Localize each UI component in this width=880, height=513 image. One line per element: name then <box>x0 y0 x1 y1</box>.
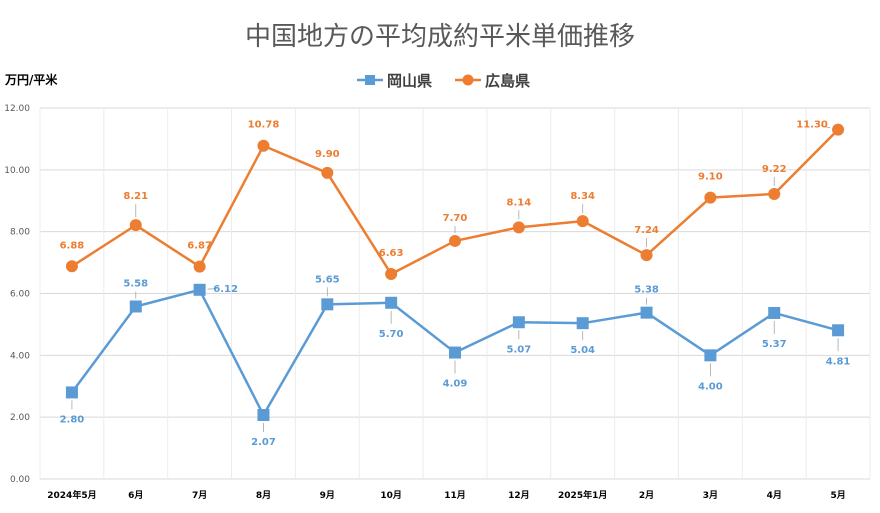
data-label: 9.10 <box>698 172 723 183</box>
data-label: 4.00 <box>698 381 723 392</box>
y-axis-ticks: 0.00 2.00 4.00 6.00 8.00 10.00 12.00 <box>4 104 30 485</box>
x-tick-label: 11月 <box>444 490 466 501</box>
data-point-circle <box>576 215 589 228</box>
y-tick-label: 2.00 <box>10 413 30 423</box>
data-label-leader <box>820 125 831 129</box>
y-tick-label: 12.00 <box>4 104 30 114</box>
data-point-square <box>704 349 717 362</box>
x-tick-label: 3月 <box>703 490 718 501</box>
data-label: 4.81 <box>826 356 851 367</box>
series-group: 2.80 5.58 6.12 2.07 5.65 5.70 4.09 5.07 5.04 5.38… <box>60 120 851 448</box>
data-point-square <box>576 317 589 330</box>
data-label: 5.38 <box>634 285 659 296</box>
data-point-circle <box>640 249 653 262</box>
data-point-square <box>768 306 781 319</box>
data-point-square <box>65 386 78 399</box>
data-point-square <box>321 298 334 311</box>
data-label: 5.70 <box>379 329 404 340</box>
data-label: 2.80 <box>60 414 85 425</box>
data-label: 5.04 <box>570 345 595 356</box>
data-point-square <box>129 300 142 313</box>
gridlines <box>39 107 871 480</box>
y-tick-label: 8.00 <box>10 228 30 238</box>
data-point-circle <box>512 221 525 234</box>
data-point-circle <box>129 219 142 232</box>
data-label: 11.30 <box>796 120 828 131</box>
data-label: 7.70 <box>443 213 468 224</box>
y-tick-label: 10.00 <box>4 166 30 176</box>
legend-label: 広島県 <box>485 72 530 90</box>
data-label: 8.21 <box>123 191 148 202</box>
data-point-circle <box>385 268 398 281</box>
data-label: 8.34 <box>570 191 595 202</box>
data-point-square <box>385 296 398 309</box>
x-tick-label: 2025年1月 <box>558 489 607 501</box>
x-axis-ticks: 2024年5月 6月 7月 8月 9月 10月 11月 12月 2025年1月 2月 3月 4月 5月 <box>47 489 845 501</box>
data-label: 7.24 <box>634 225 659 236</box>
data-point-square <box>193 283 206 296</box>
data-point-square <box>832 324 845 337</box>
data-label: 6.88 <box>60 240 85 251</box>
data-point-circle <box>449 234 461 247</box>
data-point-square <box>449 346 461 359</box>
data-label: 5.07 <box>507 344 532 355</box>
data-label: 5.37 <box>762 339 787 350</box>
y-tick-label: 0.00 <box>10 475 30 485</box>
data-label: 2.07 <box>251 437 276 448</box>
data-label: 6.87 <box>187 241 212 252</box>
x-tick-label: 7月 <box>192 490 207 501</box>
x-tick-label: 4月 <box>767 490 782 501</box>
y-tick-label: 6.00 <box>10 290 30 300</box>
data-point-square <box>257 409 270 422</box>
y-axis-unit-label: 万円/平米 <box>4 72 58 87</box>
data-point-circle <box>704 191 717 204</box>
data-label: 4.09 <box>443 379 468 390</box>
y-tick-label: 4.00 <box>10 351 30 361</box>
chart-title: 中国地方の平均成約平米単価推移 <box>245 22 635 52</box>
x-tick-label: 8月 <box>256 490 271 501</box>
data-label: 9.90 <box>315 149 340 160</box>
legend: 岡山県 広島県 <box>357 72 530 90</box>
data-point-circle <box>193 260 206 273</box>
data-point-circle <box>768 187 781 200</box>
data-label: 6.63 <box>379 248 404 259</box>
x-tick-label: 12月 <box>508 490 530 501</box>
data-label: 8.14 <box>507 197 532 208</box>
data-label: 6.12 <box>213 284 238 295</box>
x-tick-label: 10月 <box>380 490 402 501</box>
data-label: 5.65 <box>315 274 340 285</box>
data-point-square <box>512 316 525 329</box>
data-point-circle <box>257 139 270 152</box>
data-point-circle <box>321 166 334 179</box>
legend-marker-square <box>365 75 375 85</box>
data-label: 5.58 <box>123 278 148 289</box>
legend-marker-circle <box>462 74 474 86</box>
data-label-leader <box>207 288 217 290</box>
x-tick-label: 9月 <box>320 490 335 501</box>
data-point-square <box>640 306 653 319</box>
x-tick-label: 6月 <box>128 490 143 501</box>
data-label: 10.78 <box>248 120 280 131</box>
x-tick-label: 2月 <box>639 490 654 501</box>
series-line-2 <box>71 128 839 276</box>
legend-label: 岡山県 <box>387 72 432 90</box>
data-point-circle <box>832 123 845 136</box>
x-tick-label: 5月 <box>830 490 845 501</box>
data-label: 9.22 <box>762 164 787 175</box>
data-point-circle <box>65 260 78 273</box>
x-tick-label: 2024年5月 <box>47 489 96 501</box>
